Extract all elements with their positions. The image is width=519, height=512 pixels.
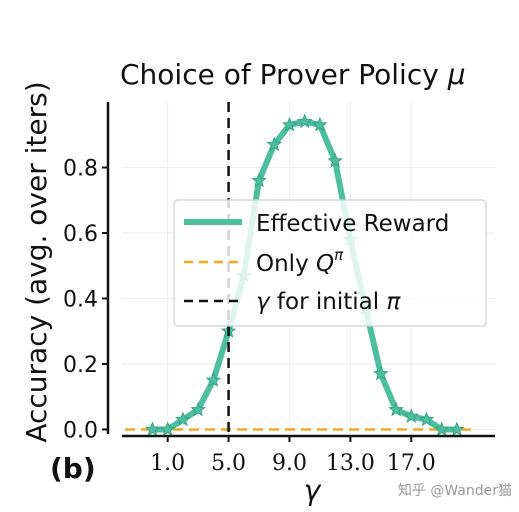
series-effective-reward-marker	[434, 421, 450, 436]
series-effective-reward-marker	[449, 421, 465, 436]
series-effective-reward-marker	[205, 372, 222, 387]
series-effective-reward-marker	[312, 116, 328, 132]
x-tick-label: 17.0	[387, 451, 436, 476]
y-tick-label: 0.8	[63, 156, 98, 181]
watermark: 知乎 @Wander猫	[398, 482, 512, 499]
y-tick-label: 0.0	[63, 418, 98, 443]
y-tick-label: 0.2	[63, 353, 98, 378]
chart-title: Choice of Prover Policy μ	[120, 58, 466, 91]
y-axis-label: Accuracy (avg. over iters)	[20, 81, 53, 442]
legend-label-gamma-initial: γ for initial π	[256, 289, 401, 315]
x-tick-label: 5.0	[211, 451, 246, 476]
series-effective-reward-marker	[281, 116, 298, 132]
series-effective-reward-marker	[418, 411, 435, 427]
series-effective-reward-marker	[251, 172, 267, 188]
series-effective-reward-marker	[403, 408, 419, 423]
x-ticks: 1.0 5.0 9.0 13.0 17.0	[150, 436, 436, 476]
series-effective-reward-marker	[373, 365, 389, 381]
series-effective-reward-marker	[266, 136, 282, 152]
y-tick-label: 0.4	[63, 287, 98, 312]
x-tick-label: 1.0	[150, 451, 185, 476]
series-effective-reward-marker	[190, 401, 206, 417]
series-effective-reward-marker	[327, 152, 343, 168]
legend: Effective Reward Only Qπ γ for initial π	[173, 199, 487, 327]
series-effective-reward-marker	[144, 421, 161, 436]
legend-label-effective-reward: Effective Reward	[256, 211, 449, 237]
series-effective-reward-marker	[159, 421, 176, 436]
y-ticks: 0.0 0.2 0.4 0.6 0.8	[63, 156, 108, 443]
x-tick-label: 13.0	[326, 451, 375, 476]
y-tick-label: 0.6	[63, 222, 98, 247]
series-layer	[125, 102, 473, 436]
legend-label-only-q: Only Qπ	[256, 246, 344, 277]
x-tick-label: 9.0	[272, 451, 307, 476]
series-effective-reward-marker	[296, 113, 313, 129]
legend-box	[173, 199, 487, 327]
x-axis-label: γ	[304, 474, 322, 507]
series-effective-reward-marker	[388, 401, 404, 417]
panel-label: (b)	[50, 452, 96, 485]
series-effective-reward-marker	[175, 411, 191, 427]
